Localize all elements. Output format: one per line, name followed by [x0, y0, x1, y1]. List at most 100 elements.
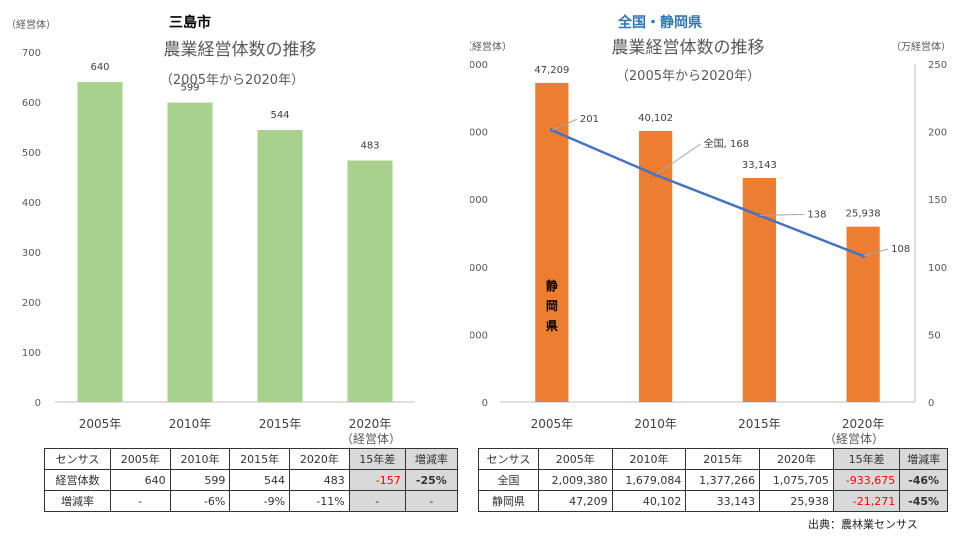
right-bar-series-name: 県 — [546, 319, 558, 333]
table-cell: -21,271 — [832, 490, 901, 512]
table-cell: -46% — [899, 469, 948, 491]
left-bar-value-label: 483 — [360, 141, 379, 152]
left-bar-value-label: 544 — [270, 110, 289, 121]
table-cell: - — [404, 490, 459, 512]
right-line-label-leader — [862, 248, 889, 257]
right-line-label-leader — [551, 118, 578, 131]
left-bar — [347, 160, 393, 402]
left-y-axis-label: （経営体） — [6, 18, 56, 31]
table-header-cell: 2005年 — [109, 448, 171, 470]
right-bar-value-label: 25,938 — [846, 209, 881, 220]
right-line-point — [861, 253, 866, 258]
table-cell: 599 — [169, 469, 231, 491]
right-chart-subtitle: （2005年から2020年） — [616, 69, 760, 84]
right-region-title: 全国・静岡県 — [617, 14, 702, 31]
left-y-tick-label: 700 — [22, 48, 41, 59]
right-y-tick-label-right: 50 — [928, 330, 941, 341]
table-header-cell: 15年差 — [832, 448, 901, 470]
table-header-cell: センサス — [478, 448, 539, 470]
left-bar-value-label: 599 — [180, 83, 199, 94]
table-cell: 483 — [289, 469, 350, 491]
table-cell: -45% — [899, 490, 948, 512]
left-bar — [167, 102, 213, 402]
left-chart-title: 農業経営体数の推移 — [164, 40, 317, 60]
table-cell: -6% — [169, 490, 231, 512]
right-y-tick-label-left: 20,000 — [470, 263, 488, 274]
right-line-label-leader — [759, 213, 805, 216]
right-y-tick-label-left: 50,000 — [470, 60, 488, 71]
table-header-cell: 2010年 — [611, 448, 687, 470]
left-y-tick-label: 100 — [22, 348, 41, 359]
right-y-axis-label-right: （万経営体） — [891, 40, 951, 53]
table-cell: 静岡県 — [478, 490, 539, 512]
left-y-tick-label: 400 — [22, 198, 41, 209]
table-row: センサス 2005年 2010年 2015年 2020年 15年差 増減率 — [44, 448, 459, 470]
right-line-label-leader — [655, 143, 701, 176]
table-header-cell: 2010年 — [169, 448, 231, 470]
right-y-tick-label-right: 150 — [928, 195, 947, 206]
table-cell: -9% — [229, 490, 291, 512]
left-x-tick-label: 2005年 — [79, 417, 122, 431]
table-cell: 全国 — [478, 469, 539, 491]
table-row: 静岡県 47,209 40,102 33,143 25,938 -21,271 … — [478, 490, 948, 512]
table-cell: - — [109, 490, 171, 512]
right-y-tick-label-left: 30,000 — [470, 195, 488, 206]
right-line-value-label: 138 — [807, 209, 826, 220]
table-header-cell: 2020年 — [759, 448, 834, 470]
table-header-cell: 2015年 — [685, 448, 761, 470]
table-cell: 2,009,380 — [537, 469, 613, 491]
table-cell: 経営体数 — [44, 469, 111, 491]
table-header-cell: 増減率 — [899, 448, 948, 470]
right-bar-value-label: 40,102 — [638, 113, 673, 124]
left-y-tick-label: 200 — [22, 298, 41, 309]
table-cell: -933,675 — [832, 469, 901, 491]
right-x-tick-label: 2020年 — [842, 417, 885, 431]
left-bar — [257, 130, 303, 402]
left-region-title: 三島市 — [169, 14, 211, 31]
table-cell: -25% — [404, 469, 459, 491]
table-header-cell: 増減率 — [404, 448, 459, 470]
table-cell: 25,938 — [759, 490, 834, 512]
right-y-axis-label-left: （経営体） — [470, 40, 512, 53]
left-chart-subtitle: （2005年から2020年） — [160, 73, 304, 88]
table-cell: 1,679,084 — [611, 469, 687, 491]
left-y-tick-label: 600 — [22, 98, 41, 109]
right-chart: 全国・静岡県 農業経営体数の推移 （2005年から2020年） （経営体） （万… — [470, 14, 951, 446]
left-bar-value-label: 640 — [90, 62, 109, 73]
right-bar-series-name: 岡 — [546, 299, 558, 313]
table-cell: 33,143 — [685, 490, 761, 512]
table-header-cell: 2020年 — [289, 448, 350, 470]
left-chart: 三島市 農業経営体数の推移 （2005年から2020年） （経営体） 0 100 2… — [6, 14, 415, 446]
table-row: 経営体数 640 599 544 483 -157 -25% — [44, 469, 459, 491]
right-bar-value-label: 47,209 — [534, 65, 569, 76]
source-note: 出典：農林業センサス — [808, 518, 918, 531]
table-cell: -157 — [348, 469, 406, 491]
left-y-tick-label: 500 — [22, 148, 41, 159]
table-header-cell: 2005年 — [537, 448, 613, 470]
left-data-table: センサス 2005年 2010年 2015年 2020年 15年差 増減率 経営… — [44, 448, 459, 512]
right-line-value-label: 201 — [580, 114, 599, 125]
right-bar — [639, 130, 673, 403]
table-header-cell: センサス — [44, 448, 111, 470]
table-cell: 増減率 — [44, 490, 111, 512]
right-bar-value-label: 33,143 — [742, 160, 777, 171]
right-chart-title: 農業経営体数の推移 — [612, 38, 765, 58]
table-header-cell: 2015年 — [229, 448, 291, 470]
table-cell: 544 — [229, 469, 291, 491]
left-x-tick-label: 2015年 — [259, 417, 302, 431]
table-row: センサス 2005年 2010年 2015年 2020年 15年差 増減率 — [478, 448, 948, 470]
right-y-tick-label-right: 200 — [928, 128, 947, 139]
right-y-tick-label-left: 0 — [482, 398, 488, 409]
right-y-tick-label-right: 100 — [928, 263, 947, 274]
right-category-note: （経営体） — [824, 432, 884, 446]
table-cell: 1,075,705 — [759, 469, 834, 491]
table-row: 全国 2,009,380 1,679,084 1,377,266 1,075,7… — [478, 469, 948, 491]
left-category-note: （経営体） — [341, 432, 401, 446]
right-y-tick-label-left: 10,000 — [470, 330, 488, 341]
left-y-tick-label: 300 — [22, 248, 41, 259]
left-x-tick-label: 2020年 — [349, 417, 392, 431]
right-line-value-label: 108 — [891, 244, 910, 255]
right-x-tick-label: 2010年 — [634, 417, 677, 431]
table-cell: 40,102 — [611, 490, 687, 512]
left-bar — [77, 82, 123, 402]
